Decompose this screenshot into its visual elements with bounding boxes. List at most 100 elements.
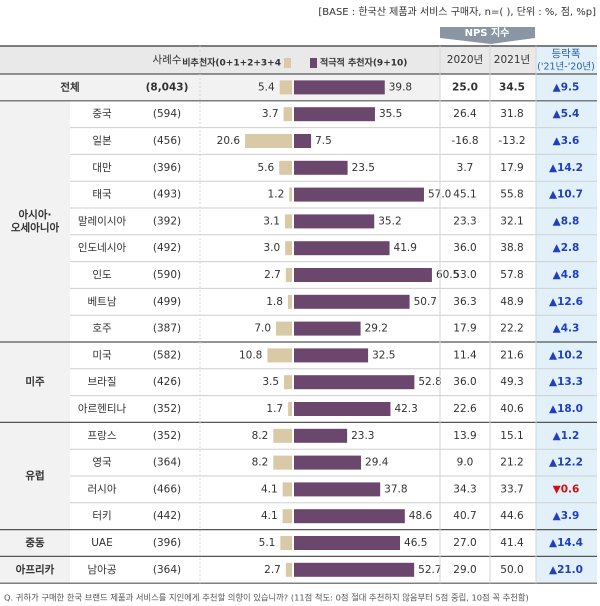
detractor-bar — [285, 241, 292, 256]
row-name: 터키 — [92, 510, 111, 522]
detractor-label: 3.0 — [263, 242, 280, 254]
nps-2020: 26.4 — [453, 108, 477, 120]
detractor-bar — [289, 187, 292, 202]
col-header: 적극적 추천자(9+10) — [320, 57, 407, 69]
sample-size: (426) — [153, 376, 181, 388]
col-header: 2021년 — [494, 54, 530, 66]
nps-2021: 57.8 — [500, 269, 523, 281]
col-header: 사례수 — [153, 54, 182, 66]
promoter-label: 35.2 — [378, 215, 401, 227]
row-name: 남아공 — [88, 564, 117, 576]
group-label: 미주 — [25, 375, 45, 388]
group-label: 아시아· — [19, 208, 52, 221]
promoter-label: 37.8 — [384, 483, 407, 495]
nps-2020: 45.1 — [453, 189, 476, 201]
nps-2021: 32.1 — [500, 215, 523, 227]
sample-size: (590) — [153, 269, 181, 281]
detractor-bar — [284, 375, 292, 390]
nps-change: ▲14.2 — [549, 162, 583, 174]
group-label: 중동 — [25, 537, 45, 549]
promoter-bar — [294, 562, 415, 577]
sample-size: (493) — [153, 189, 181, 201]
promoter-label: 23.5 — [352, 162, 375, 174]
nps-change: ▲14.4 — [549, 537, 583, 549]
detractor-bar — [279, 80, 292, 95]
nps-change: ▲9.5 — [553, 81, 580, 93]
promoter-bar — [294, 509, 405, 524]
promoter-bar — [294, 482, 381, 497]
promoter-bar — [294, 187, 424, 202]
nps-2021: 48.9 — [500, 296, 523, 308]
sample-size: (582) — [153, 349, 181, 361]
promoter-label: 29.4 — [365, 457, 389, 469]
promoter-bar — [294, 348, 369, 363]
row-name: 아르헨티나 — [78, 403, 127, 415]
nps-2021: 55.8 — [500, 189, 523, 201]
legend-swatch — [284, 58, 291, 68]
nps-2020: 22.6 — [453, 403, 477, 415]
promoter-bar — [294, 455, 362, 470]
promoter-label: 48.6 — [409, 510, 433, 522]
detractor-label: 10.8 — [239, 349, 262, 361]
sample-size: (499) — [153, 296, 181, 308]
nps-2020: 36.0 — [453, 376, 476, 388]
row-name: 브라질 — [88, 376, 117, 388]
row-name: 미국 — [92, 349, 112, 361]
nps-2021: 34.5 — [499, 81, 525, 93]
detractor-label: 5.4 — [258, 81, 275, 93]
sample-size: (594) — [153, 108, 181, 120]
nps-2021: 15.1 — [500, 430, 523, 442]
detractor-bar — [267, 348, 292, 363]
row-name: 인도 — [92, 269, 112, 281]
row-name: 베트남 — [88, 296, 117, 308]
detractor-bar — [280, 536, 292, 550]
promoter-bar — [294, 375, 415, 390]
detractor-bar — [288, 402, 292, 416]
promoter-label: 23.3 — [351, 430, 374, 442]
promoter-bar — [294, 160, 348, 175]
group-col-bg — [0, 74, 70, 584]
promoter-bar — [294, 268, 432, 282]
detractor-label: 20.6 — [217, 135, 241, 147]
row-name: 태국 — [92, 189, 112, 201]
sample-size: (364) — [153, 564, 181, 576]
promoter-label: 50.7 — [414, 296, 437, 308]
nps-2021: 40.6 — [500, 403, 524, 415]
base-note: [BASE : 한국산 제품과 서비스 구매자, n=( ), 단위 : %, … — [318, 5, 596, 18]
header-bg — [0, 46, 597, 74]
nps-2021: -13.2 — [498, 135, 525, 147]
nps-change: ▲10.2 — [549, 349, 583, 361]
promoter-label: 42.3 — [394, 403, 417, 415]
nps-change: ▲4.3 — [553, 323, 580, 335]
promoter-label: 41.9 — [394, 242, 417, 254]
promoter-bar — [294, 241, 390, 256]
detractor-label: 2.7 — [264, 564, 281, 576]
nps-2020: 27.0 — [453, 537, 476, 549]
legend-swatch — [310, 58, 317, 68]
nps-2020: -16.8 — [451, 135, 478, 147]
row-name: 인도네시아 — [78, 242, 127, 254]
promoter-label: 52.7 — [418, 564, 441, 576]
promoter-label: 29.2 — [365, 323, 388, 335]
row-name: 호주 — [92, 323, 112, 335]
detractor-bar — [273, 428, 292, 443]
nps-2021: 21.6 — [500, 349, 524, 361]
nps-change: ▲3.9 — [553, 510, 580, 522]
detractor-label: 3.7 — [262, 108, 279, 120]
detractor-label: 7.0 — [254, 323, 271, 335]
detractor-bar — [285, 562, 292, 577]
nps-2021: 44.6 — [500, 510, 524, 522]
nps-change: ▲4.8 — [553, 269, 580, 281]
group-label: 유럽 — [25, 469, 44, 482]
promoter-label: 35.5 — [379, 108, 402, 120]
nps-change: ▲12.2 — [549, 457, 583, 469]
row-name: 말레이시아 — [78, 215, 127, 227]
nps-badge — [440, 27, 535, 44]
nps-2021: 50.0 — [500, 564, 523, 576]
row-name: 영국 — [92, 457, 112, 469]
detractor-bar — [245, 134, 292, 148]
sample-size: (392) — [153, 215, 181, 227]
detractor-bar — [282, 482, 292, 497]
nps-2020: 11.4 — [453, 349, 477, 361]
nps-2020: 9.0 — [457, 457, 474, 469]
